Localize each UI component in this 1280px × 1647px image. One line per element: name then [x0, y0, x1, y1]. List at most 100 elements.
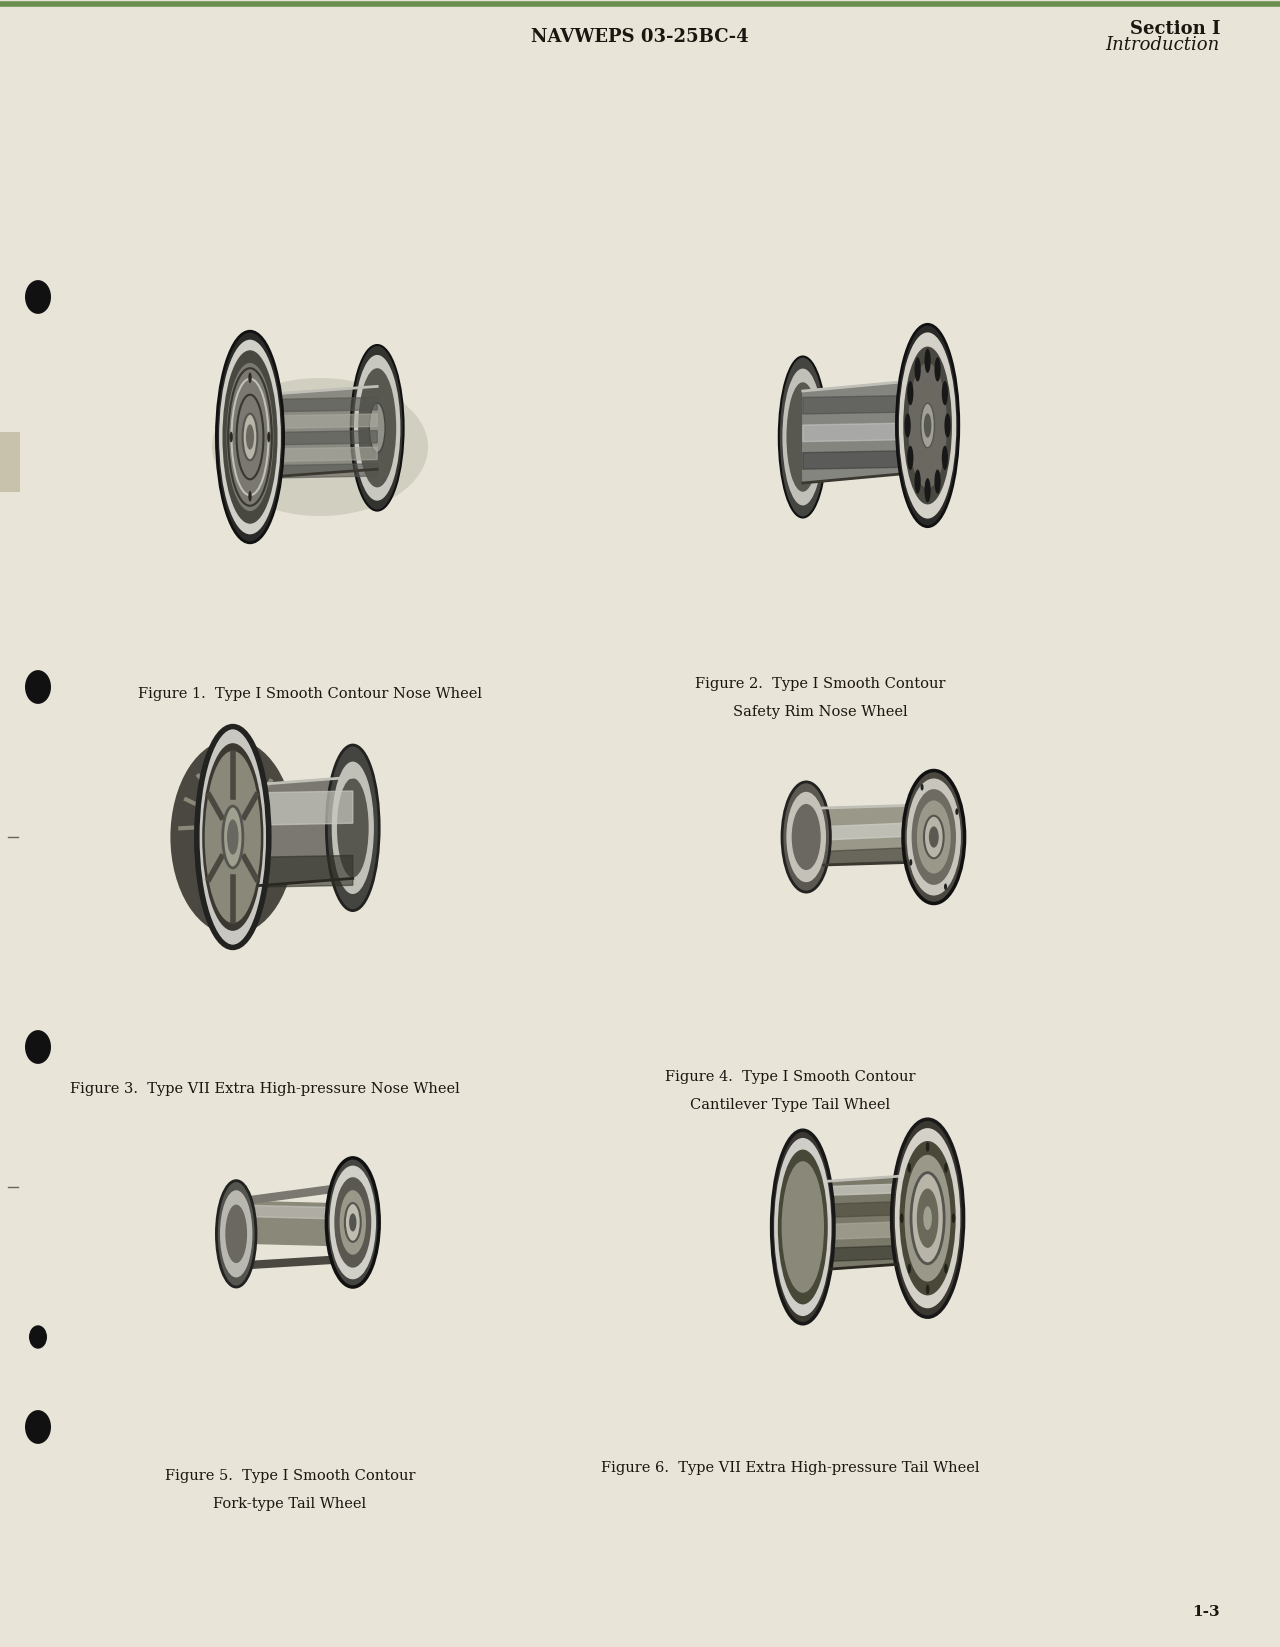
- Ellipse shape: [911, 789, 956, 884]
- Ellipse shape: [782, 782, 831, 893]
- Polygon shape: [803, 1201, 928, 1219]
- Ellipse shape: [202, 743, 264, 931]
- Polygon shape: [237, 1201, 353, 1247]
- Ellipse shape: [909, 362, 947, 488]
- Ellipse shape: [227, 819, 238, 855]
- Text: Figure 2.  Type I Smooth Contour: Figure 2. Type I Smooth Contour: [695, 677, 945, 692]
- Ellipse shape: [198, 730, 268, 944]
- Ellipse shape: [329, 1166, 376, 1280]
- Ellipse shape: [782, 1161, 824, 1293]
- Ellipse shape: [225, 1204, 247, 1263]
- Ellipse shape: [778, 356, 827, 517]
- Ellipse shape: [334, 1178, 371, 1268]
- Ellipse shape: [223, 351, 278, 524]
- Ellipse shape: [924, 478, 931, 502]
- Ellipse shape: [219, 339, 280, 534]
- Text: Figure 4.  Type I Smooth Contour: Figure 4. Type I Smooth Contour: [664, 1071, 915, 1084]
- Ellipse shape: [942, 446, 948, 469]
- Ellipse shape: [945, 883, 947, 889]
- Ellipse shape: [782, 369, 823, 506]
- Ellipse shape: [248, 491, 252, 502]
- Polygon shape: [250, 387, 378, 478]
- Ellipse shape: [216, 1181, 256, 1286]
- Polygon shape: [803, 423, 928, 441]
- Ellipse shape: [945, 1163, 947, 1173]
- Ellipse shape: [216, 331, 284, 544]
- Ellipse shape: [908, 446, 914, 469]
- Text: Figure 5.  Type I Smooth Contour: Figure 5. Type I Smooth Contour: [165, 1469, 415, 1482]
- Ellipse shape: [344, 1202, 361, 1242]
- Text: NAVWEPS 03-25BC-4: NAVWEPS 03-25BC-4: [531, 28, 749, 46]
- Ellipse shape: [268, 432, 270, 443]
- Polygon shape: [804, 805, 936, 866]
- Ellipse shape: [911, 1173, 945, 1263]
- Ellipse shape: [29, 1326, 47, 1349]
- Ellipse shape: [923, 1206, 932, 1230]
- Ellipse shape: [905, 1155, 951, 1281]
- Ellipse shape: [786, 382, 819, 492]
- Text: Figure 3.  Type VII Extra High-pressure Nose Wheel: Figure 3. Type VII Extra High-pressure N…: [70, 1082, 460, 1095]
- Ellipse shape: [920, 404, 934, 448]
- Ellipse shape: [205, 751, 261, 922]
- Text: Introduction: Introduction: [1106, 36, 1220, 54]
- Text: Section I: Section I: [1129, 20, 1220, 38]
- Polygon shape: [237, 1206, 353, 1219]
- Ellipse shape: [900, 1141, 956, 1296]
- Ellipse shape: [369, 404, 385, 453]
- Ellipse shape: [170, 740, 296, 935]
- Ellipse shape: [909, 860, 913, 866]
- Polygon shape: [803, 1245, 928, 1262]
- Text: 1-3: 1-3: [1193, 1604, 1220, 1619]
- Ellipse shape: [349, 1214, 357, 1232]
- Ellipse shape: [908, 1263, 911, 1273]
- Ellipse shape: [26, 1029, 51, 1064]
- Polygon shape: [804, 847, 936, 866]
- Ellipse shape: [786, 792, 826, 883]
- Polygon shape: [250, 397, 378, 412]
- Ellipse shape: [914, 357, 920, 382]
- Bar: [0, 432, 20, 492]
- Ellipse shape: [248, 372, 252, 384]
- Polygon shape: [803, 395, 928, 413]
- Polygon shape: [803, 450, 928, 469]
- Ellipse shape: [778, 1150, 828, 1304]
- Text: Figure 6.  Type VII Extra High-pressure Tail Wheel: Figure 6. Type VII Extra High-pressure T…: [600, 1461, 979, 1476]
- Ellipse shape: [906, 779, 961, 896]
- Ellipse shape: [326, 1158, 379, 1286]
- Ellipse shape: [220, 1191, 252, 1278]
- Polygon shape: [233, 791, 353, 825]
- Ellipse shape: [925, 1285, 929, 1295]
- Ellipse shape: [332, 761, 374, 894]
- Ellipse shape: [942, 380, 948, 405]
- Ellipse shape: [914, 469, 920, 494]
- Text: Fork-type Tail Wheel: Fork-type Tail Wheel: [214, 1497, 366, 1510]
- Ellipse shape: [955, 809, 959, 815]
- Ellipse shape: [945, 1263, 947, 1273]
- Polygon shape: [803, 379, 928, 483]
- Ellipse shape: [892, 1120, 964, 1318]
- Ellipse shape: [908, 1163, 911, 1173]
- Polygon shape: [803, 1220, 928, 1240]
- Ellipse shape: [896, 324, 959, 527]
- Ellipse shape: [26, 1410, 51, 1444]
- Ellipse shape: [934, 469, 941, 494]
- Polygon shape: [250, 446, 378, 461]
- Ellipse shape: [774, 1138, 832, 1316]
- Ellipse shape: [791, 804, 820, 870]
- Ellipse shape: [899, 333, 956, 519]
- Ellipse shape: [916, 1189, 938, 1248]
- Ellipse shape: [26, 280, 51, 315]
- Ellipse shape: [772, 1130, 835, 1324]
- Ellipse shape: [902, 771, 965, 904]
- Polygon shape: [803, 1174, 928, 1271]
- Text: Safety Rim Nose Wheel: Safety Rim Nose Wheel: [732, 705, 908, 720]
- Ellipse shape: [934, 357, 941, 382]
- Ellipse shape: [924, 349, 931, 372]
- Ellipse shape: [929, 827, 938, 848]
- Ellipse shape: [952, 1214, 955, 1224]
- Ellipse shape: [223, 805, 243, 868]
- Ellipse shape: [227, 362, 274, 511]
- Ellipse shape: [924, 413, 932, 438]
- Ellipse shape: [243, 413, 257, 460]
- Ellipse shape: [326, 744, 379, 911]
